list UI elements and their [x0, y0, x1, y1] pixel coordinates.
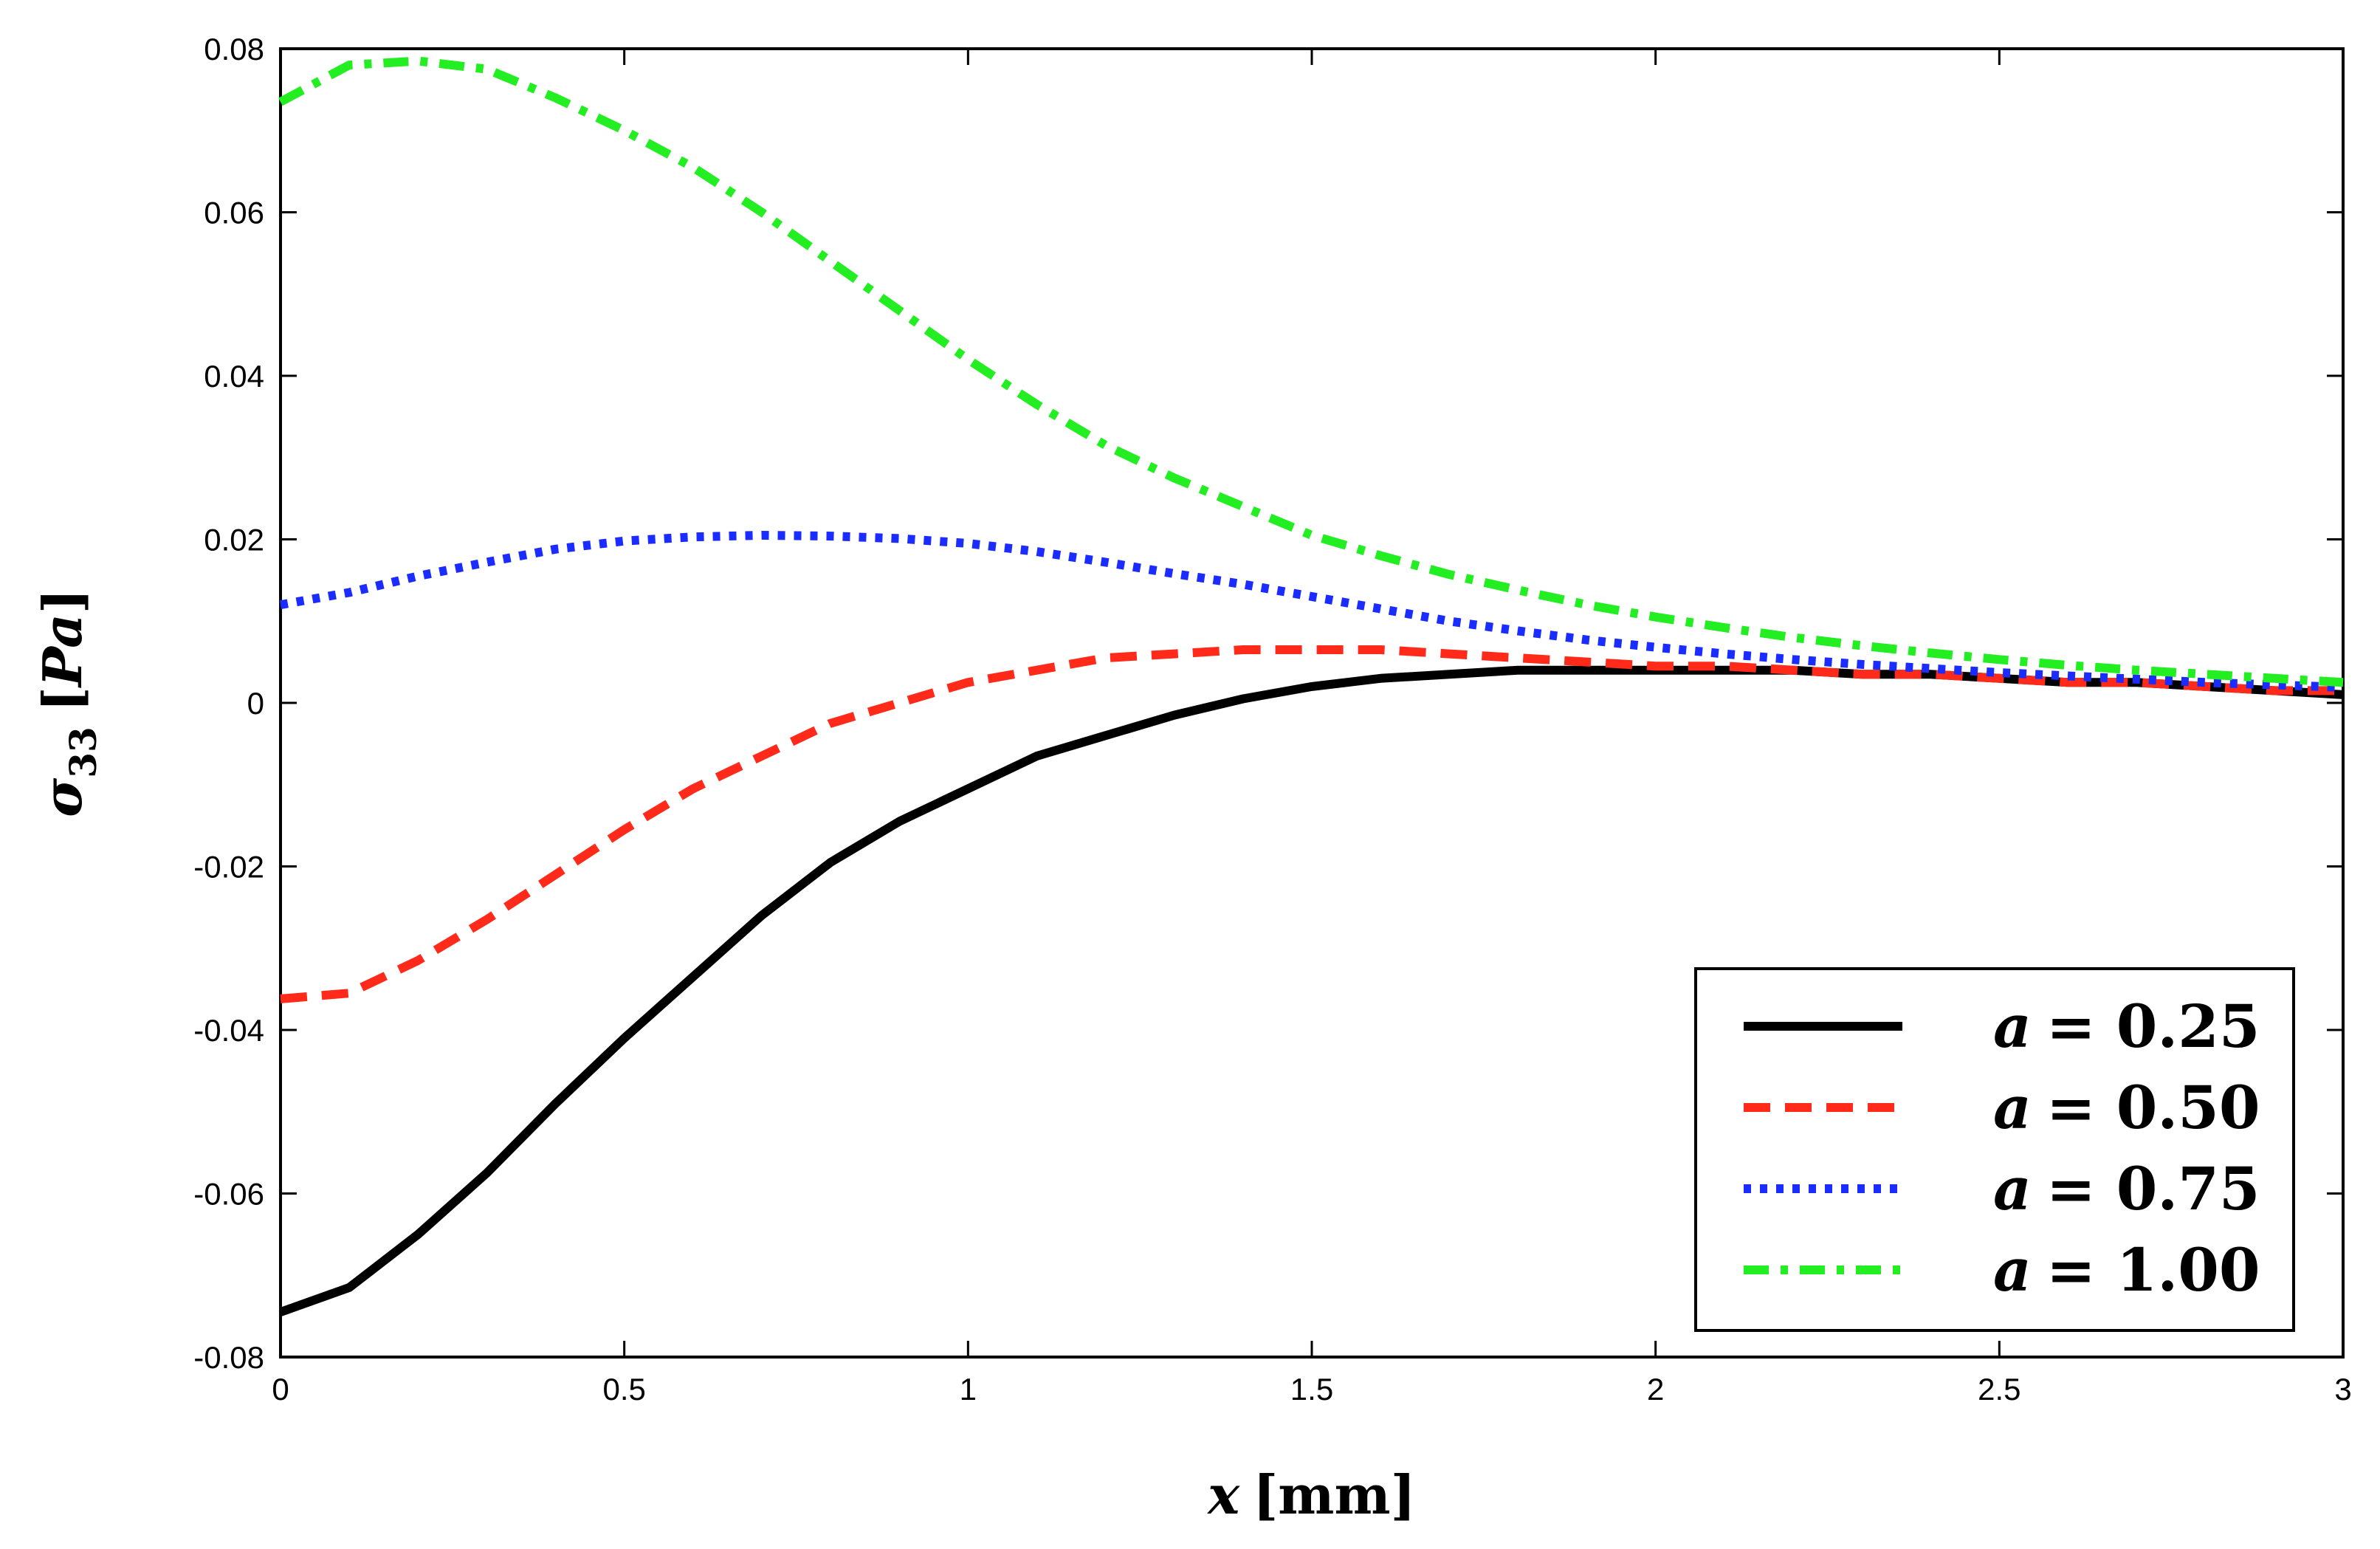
- legend-label-0: a = 0.25: [1993, 992, 2260, 1061]
- y-tick-label: -0.04: [193, 1013, 264, 1048]
- legend-label-1: a = 0.50: [1993, 1073, 2260, 1142]
- series-lines: [278, 56, 2344, 1316]
- legend: a = 0.25 a = 0.50 a = 0.75 a = 1.00: [1694, 967, 2295, 1332]
- y-tick-label: -0.06: [193, 1177, 264, 1212]
- series-line-2: [279, 531, 2344, 692]
- x-tick-label: 3: [2334, 1372, 2351, 1407]
- y-tick-label: 0: [247, 686, 264, 721]
- y-tick-label: -0.02: [193, 850, 264, 885]
- legend-label-2: a = 0.75: [1993, 1154, 2260, 1223]
- x-tick-label: 0: [272, 1372, 289, 1407]
- x-tick-label: 1.5: [1290, 1372, 1333, 1407]
- x-axis-title: x [mm]: [1206, 1463, 1415, 1526]
- x-tick-label: 2.5: [1978, 1372, 2020, 1407]
- y-tick-label: 0.06: [204, 196, 264, 230]
- axis-ticks: [279, 47, 2345, 1359]
- series-line-1: [280, 645, 2343, 1003]
- y-tick-label: 0.04: [204, 359, 264, 394]
- x-tick-label: 2: [1647, 1372, 1664, 1407]
- y-tick-label: 0.02: [204, 523, 264, 557]
- x-tick-labels: 0 0.5 1 1.5 2 2.5 3: [272, 1372, 2351, 1407]
- y-tick-labels: 0.08 0.06 0.04 0.02 0 -0.02 -0.04 -0.06 -0.08: [193, 32, 264, 1375]
- y-axis-title: σ33[Pa]: [31, 588, 105, 817]
- y-tick-label: 0.08: [204, 32, 264, 66]
- x-tick-label: 1: [960, 1372, 977, 1407]
- x-tick-label: 0.5: [602, 1372, 645, 1407]
- legend-label-3: a = 1.00: [1993, 1235, 2260, 1305]
- series-line-3: [278, 56, 2344, 687]
- y-tick-label: -0.08: [193, 1340, 264, 1375]
